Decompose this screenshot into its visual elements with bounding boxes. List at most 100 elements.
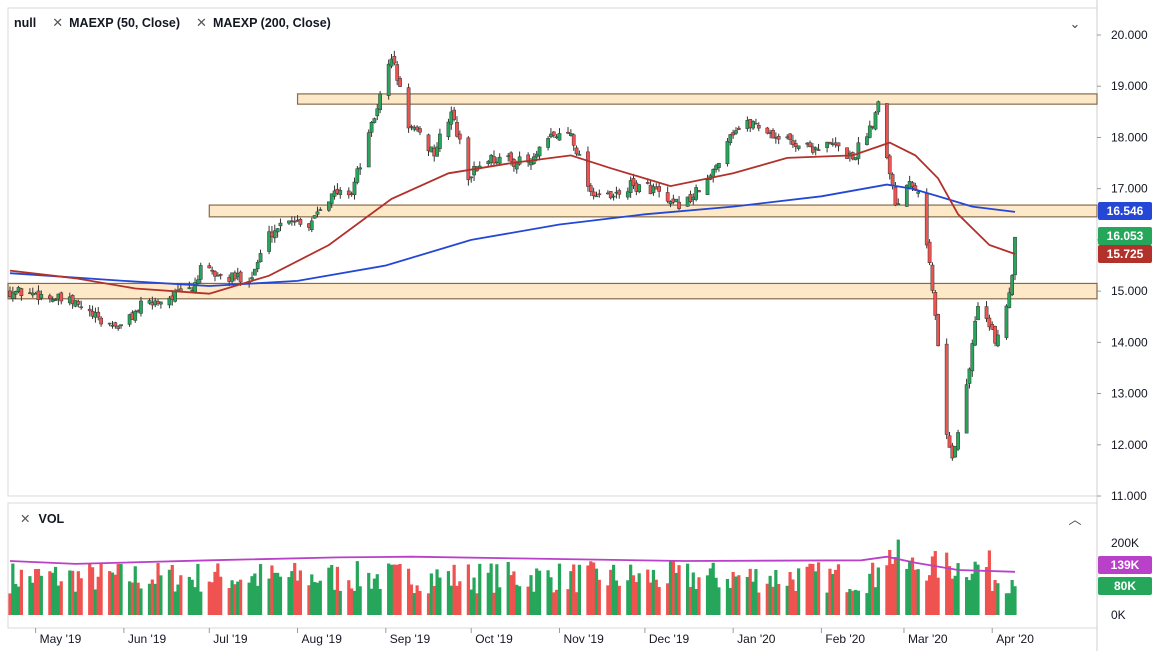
volume-bar — [498, 587, 502, 615]
candle-body — [571, 134, 576, 146]
candle-body — [625, 191, 630, 198]
candle-body — [87, 308, 92, 312]
volume-bar — [68, 570, 72, 615]
volume-bar — [247, 582, 251, 615]
volume-bar — [888, 549, 892, 615]
volume-bar — [569, 571, 573, 615]
candle-body — [973, 320, 977, 346]
volume-bar — [438, 577, 442, 615]
time-tick-label: Nov '19 — [563, 632, 604, 646]
candle-body — [697, 190, 701, 193]
volume-bar — [973, 561, 977, 615]
time-tick-label: Sep '19 — [390, 632, 431, 646]
candle-body — [927, 241, 932, 263]
candle-body — [392, 56, 397, 64]
candle-body — [252, 268, 257, 276]
remove-ma200-icon[interactable]: ✕ — [196, 15, 207, 30]
volume-bar — [557, 563, 562, 615]
remove-volume-icon[interactable]: ✕ — [20, 512, 31, 526]
candle-body — [970, 343, 975, 372]
volume-bar — [147, 583, 152, 615]
volume-bar — [913, 569, 917, 615]
candle-body — [113, 322, 118, 327]
volume-bar — [614, 580, 619, 615]
candle-body — [776, 136, 781, 140]
candle-body — [70, 295, 75, 305]
ma50-line — [9, 141, 1016, 295]
ma50-label: MAEXP (50, Close) — [69, 16, 181, 30]
volume-bar — [395, 564, 399, 615]
candle-body — [418, 128, 422, 133]
time-tick-label: Dec '19 — [649, 632, 690, 646]
volume-bar — [885, 565, 889, 615]
candle-body — [469, 176, 474, 179]
candle-body — [309, 220, 314, 230]
candle-body — [924, 193, 929, 246]
candle-body — [916, 191, 921, 194]
volume-bar — [677, 565, 681, 615]
volume-bar — [406, 568, 411, 615]
candle-body — [258, 253, 263, 263]
volume-bar — [634, 582, 638, 615]
volume-bar — [933, 551, 937, 615]
candle-body — [811, 146, 815, 153]
candle-body — [791, 140, 795, 145]
candle-body — [728, 134, 733, 144]
volume-bar — [731, 571, 735, 615]
volume-bar — [831, 573, 835, 615]
chevron-down-icon[interactable]: ⌄ — [1069, 16, 1081, 31]
volume-bar — [352, 590, 357, 615]
remove-ma50-icon[interactable]: ✕ — [52, 15, 64, 30]
ma200-label: MAEXP (200, Close) — [212, 16, 331, 30]
volume-bar — [378, 588, 382, 615]
candle-body — [628, 180, 633, 193]
volume-bar — [768, 575, 772, 615]
volume-bar — [552, 592, 556, 615]
volume-bar — [737, 575, 741, 615]
volume-bar — [170, 564, 174, 615]
candle-body — [947, 435, 952, 448]
ma50-legend-item[interactable]: ✕ MAEXP (50, Close) — [52, 15, 180, 31]
volume-bar — [313, 582, 317, 615]
volume-bar — [788, 572, 792, 615]
volume-bar — [8, 593, 12, 615]
volume-bar — [708, 568, 712, 615]
volume-bar — [335, 566, 340, 615]
volume-bar — [415, 585, 419, 615]
candle-body — [705, 179, 710, 195]
chevron-up-icon[interactable]: ︿ — [1068, 512, 1082, 527]
candle-body — [537, 146, 542, 157]
volume-bar — [278, 576, 283, 615]
volume-bar — [418, 590, 422, 615]
volume-bar — [532, 591, 536, 615]
volume-bar — [586, 565, 590, 615]
volume-bar — [452, 564, 456, 615]
candle-body — [386, 63, 391, 96]
volume-bar — [318, 580, 322, 615]
candle-body — [315, 211, 320, 215]
candle-body — [466, 137, 471, 181]
volume-bar — [711, 562, 715, 615]
candle-body — [398, 78, 402, 87]
volume-bar — [566, 589, 570, 615]
candle-body — [255, 262, 260, 270]
volume-bar — [865, 593, 869, 615]
volume-bar — [825, 592, 829, 615]
volume-bar — [347, 580, 351, 615]
candle-body — [651, 186, 656, 193]
candle-body — [566, 131, 570, 134]
volume-bar — [176, 584, 180, 615]
volume-bar — [529, 575, 533, 615]
volume-bar — [774, 569, 778, 615]
volume-bar — [805, 566, 809, 615]
candle-body — [358, 167, 363, 170]
ma200-legend-item[interactable]: ✕ MAEXP (200, Close) — [196, 15, 331, 31]
ma200-price-badge: 16.546 — [1098, 202, 1152, 220]
volume-bar — [310, 574, 314, 615]
volume-bar — [811, 563, 815, 615]
candle-body — [76, 300, 81, 305]
volume-bar — [93, 589, 98, 615]
volume-bar — [210, 582, 214, 615]
candle-body — [492, 156, 496, 164]
volume-tick-label: 200K — [1111, 536, 1139, 550]
